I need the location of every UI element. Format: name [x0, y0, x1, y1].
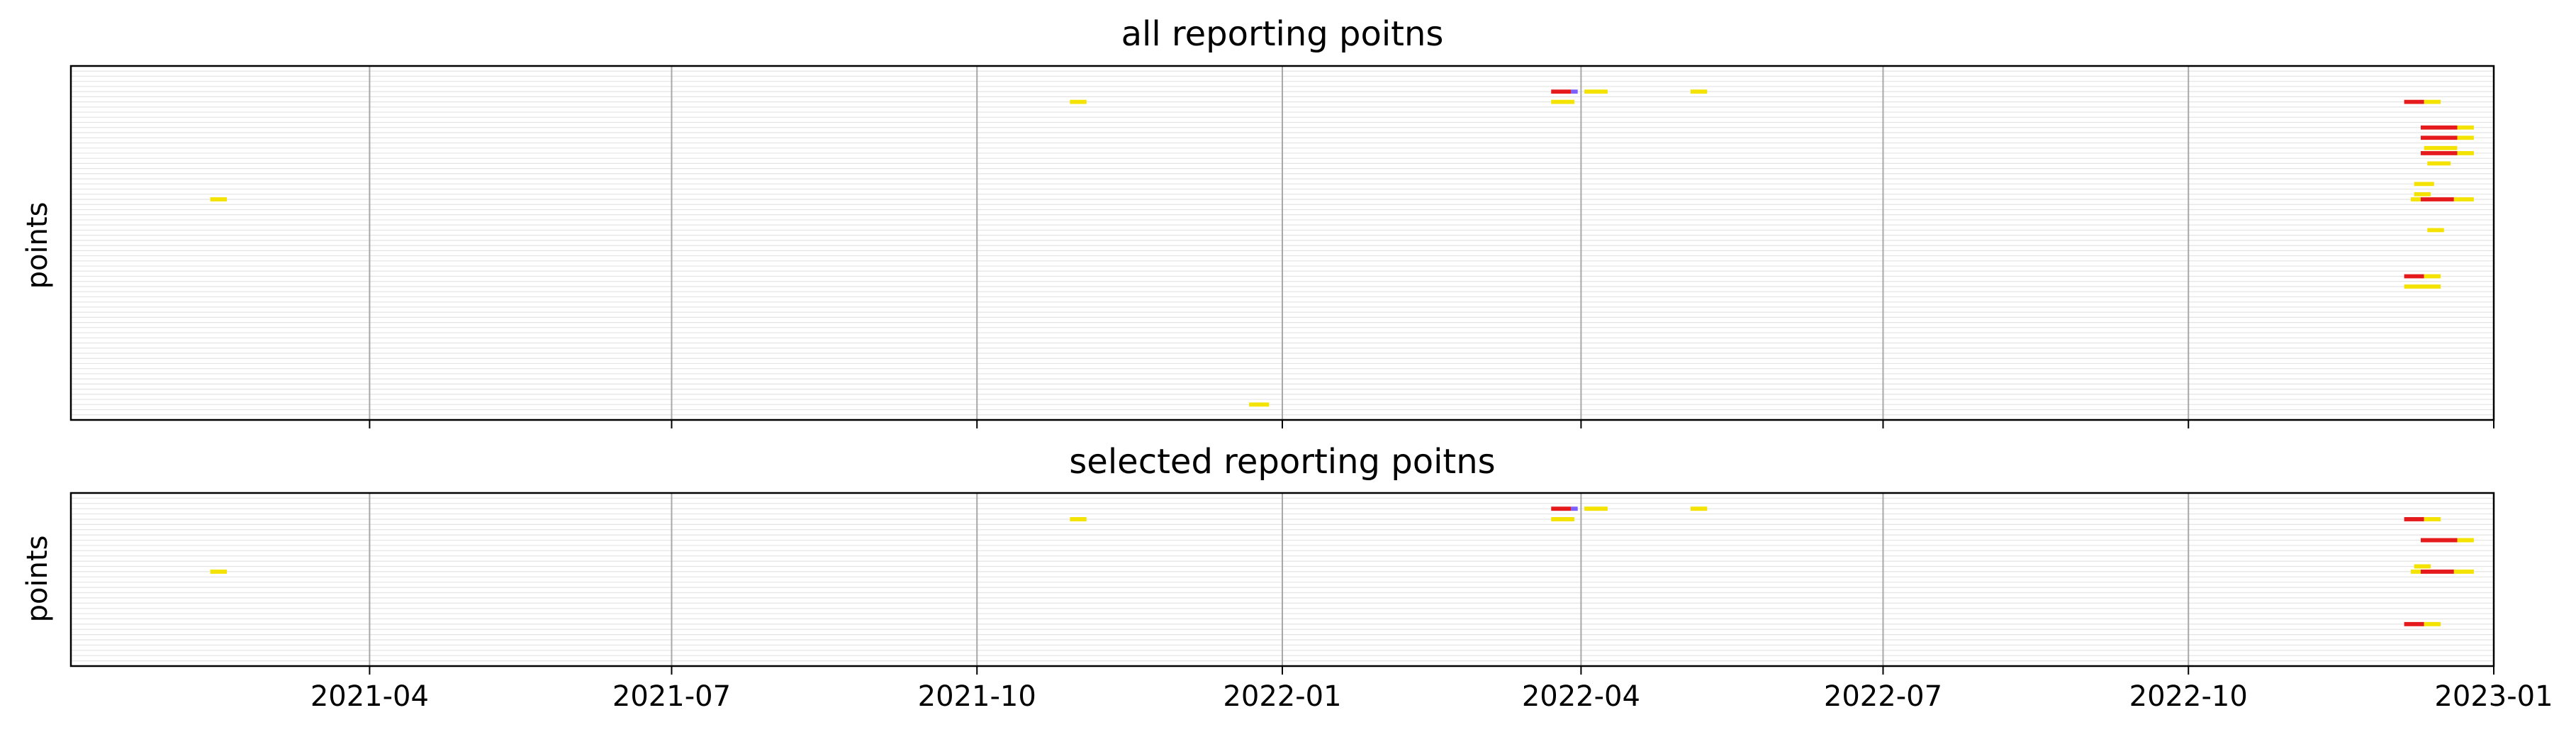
segment-yellow	[2414, 182, 2434, 187]
axes-frame	[69, 65, 2495, 421]
chart-all-reporting-points: all reporting poitns points	[21, 14, 2495, 428]
segment-yellow	[2424, 621, 2441, 626]
plot-area	[69, 65, 2495, 428]
segment-red	[1551, 89, 1572, 94]
segment-yellow	[210, 569, 228, 574]
segment-yellow	[2457, 151, 2474, 155]
segment-blue	[1571, 89, 1578, 94]
x-tick-label: 2021-07	[612, 680, 731, 713]
segment-yellow	[2414, 192, 2431, 196]
segment-red	[1551, 506, 1572, 511]
segment-yellow	[2424, 517, 2441, 521]
segment-red	[2420, 135, 2458, 140]
segment-yellow	[1584, 506, 1608, 511]
x-tick-label: 2022-01	[1223, 680, 1341, 713]
segment-red	[2404, 517, 2424, 521]
segment-yellow	[2457, 538, 2474, 543]
segment-yellow	[2427, 228, 2444, 233]
x-tick-label: 2021-10	[918, 680, 1036, 713]
segment-yellow	[2457, 125, 2474, 130]
segment-yellow	[2410, 197, 2421, 201]
segment-yellow	[210, 197, 228, 201]
segment-yellow	[2457, 135, 2474, 140]
segment-yellow	[2424, 274, 2441, 279]
segment-yellow	[2424, 145, 2458, 150]
segment-yellow	[1070, 99, 1087, 104]
segment-red	[2404, 274, 2424, 279]
segment-yellow	[2453, 569, 2474, 574]
segment-red	[2404, 621, 2424, 626]
segment-yellow	[1551, 99, 1575, 104]
chart-title: selected reporting poitns	[1069, 442, 1495, 482]
segment-red	[2420, 125, 2458, 130]
segment-red	[2420, 197, 2454, 201]
plot-area: 2021-04 2021-07 2021-10 2022-01 2022-04 2022-…	[69, 492, 2553, 713]
segment-yellow	[1249, 402, 1270, 407]
segment-yellow	[1551, 517, 1575, 521]
x-tick-label: 2023-01	[2434, 680, 2553, 713]
x-tick-label: 2022-07	[1824, 680, 1942, 713]
chart-title: all reporting poitns	[1121, 14, 1444, 54]
segment-yellow	[2453, 197, 2474, 201]
segment-yellow	[2427, 161, 2451, 166]
segment-red	[2420, 151, 2458, 155]
x-tick-label: 2022-10	[2129, 680, 2248, 713]
x-tick-label: 2022-04	[1522, 680, 1640, 713]
x-tick-label: 2021-04	[310, 680, 429, 713]
y-axis-label: points	[21, 202, 54, 289]
axes-frame	[69, 492, 2495, 667]
segment-blue	[1571, 506, 1578, 511]
segment-yellow	[2404, 284, 2441, 289]
segment-red	[2420, 538, 2458, 543]
segment-red	[2404, 99, 2424, 104]
chart-selected-reporting-points: selected reporting poitns points 2021-04…	[21, 442, 2553, 713]
segment-yellow	[2424, 99, 2441, 104]
segment-yellow	[1584, 89, 1608, 94]
segment-yellow	[1690, 506, 1708, 511]
segment-yellow	[1070, 517, 1087, 521]
segment-yellow	[2410, 569, 2421, 574]
segment-yellow	[1690, 89, 1708, 94]
segment-yellow	[2414, 564, 2431, 569]
segment-red	[2420, 569, 2454, 574]
y-axis-label: points	[21, 536, 54, 623]
